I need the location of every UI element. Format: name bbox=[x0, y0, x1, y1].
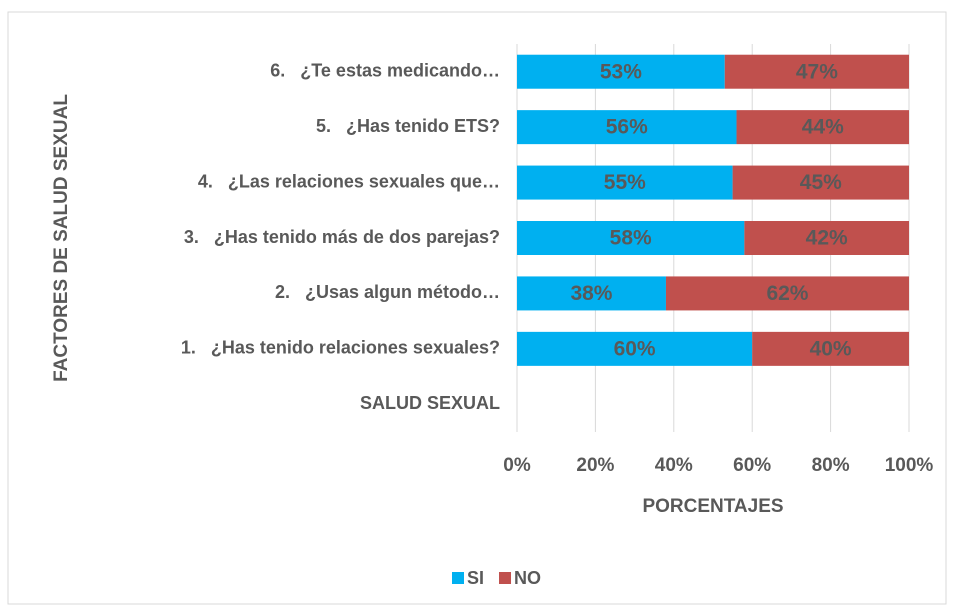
bar bbox=[744, 221, 909, 255]
data-label: 62% bbox=[766, 282, 808, 305]
bar bbox=[732, 165, 909, 200]
data-label: 40% bbox=[810, 337, 852, 360]
y-tick-label: 6. ¿Te estas medicando… bbox=[270, 60, 500, 80]
legend-label: SI bbox=[467, 568, 484, 588]
data-label: 47% bbox=[796, 60, 838, 83]
data-label: 60% bbox=[614, 337, 656, 360]
data-label: 55% bbox=[604, 171, 646, 194]
y-tick-label: 5. ¿Has tenido ETS? bbox=[316, 116, 500, 136]
bar bbox=[517, 165, 733, 200]
y-tick-label: 1. ¿Has tenido relaciones sexuales? bbox=[181, 338, 500, 358]
bar bbox=[736, 110, 909, 145]
bar bbox=[752, 331, 909, 366]
bar bbox=[665, 276, 909, 311]
data-label: 42% bbox=[806, 227, 848, 250]
bar bbox=[517, 110, 737, 145]
y-tick-label: SALUD SEXUAL bbox=[360, 393, 500, 413]
legend-swatch bbox=[499, 572, 512, 584]
data-label: 56% bbox=[606, 116, 648, 139]
x-tick-label: 20% bbox=[576, 455, 614, 476]
data-label: 53% bbox=[600, 60, 642, 83]
y-tick-label: 3. ¿Has tenido más de dos parejas? bbox=[184, 227, 500, 247]
x-tick-label: 60% bbox=[733, 455, 771, 476]
x-axis-title: PORCENTAJES bbox=[642, 496, 783, 517]
legend-label: NO bbox=[514, 568, 541, 588]
y-tick-label: 2. ¿Usas algun método… bbox=[275, 282, 500, 302]
bar bbox=[517, 221, 745, 255]
x-tick-label: 40% bbox=[655, 455, 693, 476]
legend-swatch bbox=[452, 572, 464, 584]
bar bbox=[517, 54, 725, 89]
y-tick-label: 4. ¿Las relaciones sexuales que… bbox=[198, 171, 500, 191]
x-tick-label: 80% bbox=[812, 455, 850, 476]
data-label: 38% bbox=[570, 282, 612, 305]
y-axis-title: FACTORES DE SALUD SEXUAL bbox=[51, 94, 72, 382]
data-label: 58% bbox=[610, 227, 652, 250]
bar bbox=[517, 331, 753, 366]
x-tick-label: 0% bbox=[503, 455, 531, 476]
bar bbox=[517, 276, 666, 311]
data-label: 44% bbox=[802, 116, 844, 139]
x-tick-label: 100% bbox=[885, 455, 934, 476]
bar bbox=[724, 54, 909, 89]
data-label: 45% bbox=[800, 171, 842, 194]
